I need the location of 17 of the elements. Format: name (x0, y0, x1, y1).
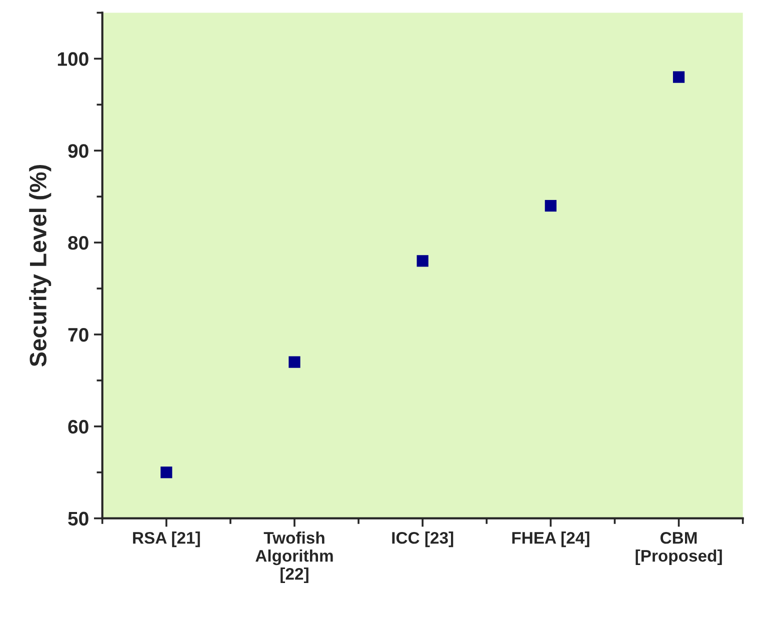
x-tick-label: ICC [23] (392, 532, 454, 548)
y-tick-label: 70 (68, 328, 88, 342)
y-tick-label: 90 (68, 144, 88, 158)
x-tick-label: RSA [21] (133, 532, 200, 548)
point (544, 200, 556, 212)
point (672, 71, 685, 83)
x-tick-label: Twofish Algorithm [22] (256, 532, 333, 584)
y-tick-label: 100 (58, 52, 88, 66)
x-tick-label: CBM [Proposed] (636, 532, 722, 566)
x-tick-label: FHEA [24] (512, 532, 590, 548)
point (288, 356, 300, 368)
y-tick-label: 60 (68, 420, 88, 434)
point (160, 466, 172, 478)
y-axis-title: Security Level (%) (29, 165, 52, 367)
point (416, 255, 428, 267)
y-tick-label: 50 (68, 512, 88, 526)
y-tick-label: 80 (68, 236, 88, 250)
